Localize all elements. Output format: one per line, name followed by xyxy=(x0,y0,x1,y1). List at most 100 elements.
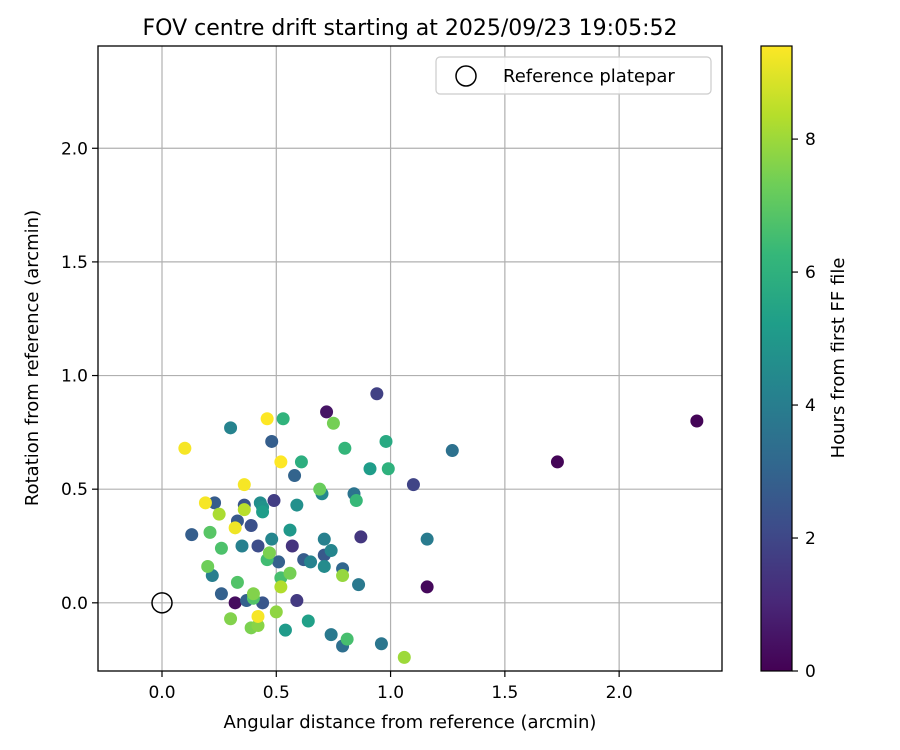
data-point-73 xyxy=(336,569,350,583)
data-point-2 xyxy=(420,580,434,594)
data-point-36 xyxy=(265,532,279,546)
data-point-83 xyxy=(228,521,242,535)
x-tick-label-2: 1.0 xyxy=(377,683,404,703)
colorbar-tick-label-0: 0 xyxy=(805,662,816,682)
data-point-5 xyxy=(370,387,384,401)
legend-box xyxy=(435,56,712,95)
plot-area xyxy=(98,46,722,671)
y-tick-label-0: 0.0 xyxy=(61,594,88,614)
data-point-8 xyxy=(290,594,304,608)
data-point-22 xyxy=(288,469,302,483)
data-point-43 xyxy=(283,523,297,537)
data-point-78 xyxy=(178,441,192,455)
data-point-27 xyxy=(374,637,388,651)
data-point-50 xyxy=(379,434,393,448)
legend-marker xyxy=(455,65,477,87)
data-point-48 xyxy=(256,505,270,519)
data-point-29 xyxy=(352,578,366,592)
data-point-56 xyxy=(340,632,354,646)
legend-label: Reference platepar xyxy=(503,66,675,87)
colorbar-ticks: 0 2 4 6 8 xyxy=(792,130,816,682)
data-point-67 xyxy=(262,546,276,560)
y-tick-label-1: 0.5 xyxy=(61,480,88,500)
data-point-84 xyxy=(251,609,265,623)
data-point-66 xyxy=(326,416,340,430)
y-axis-ticks: 0.0 0.5 1.0 1.5 2.0 xyxy=(61,139,98,614)
x-tick-label-4: 2.0 xyxy=(606,683,633,703)
data-point-77 xyxy=(237,503,251,517)
x-tick-label-1: 0.5 xyxy=(263,683,290,703)
data-point-49 xyxy=(363,462,377,476)
colorbar: 0 2 4 6 8 Hours from first FF file xyxy=(760,45,849,682)
y-tick-label-3: 1.5 xyxy=(61,253,88,273)
x-axis-label: Angular distance from reference (arcmin) xyxy=(224,712,597,733)
data-point-9 xyxy=(285,539,299,553)
data-point-61 xyxy=(230,575,244,589)
data-point-10 xyxy=(267,494,281,508)
data-point-64 xyxy=(201,559,215,573)
data-point-11 xyxy=(251,539,265,553)
y-axis-label: Rotation from reference (arcmin) xyxy=(22,210,43,506)
data-point-32 xyxy=(445,444,459,458)
y-tick-label-2: 1.0 xyxy=(61,367,88,387)
data-point-52 xyxy=(276,412,290,426)
data-point-38 xyxy=(317,532,331,546)
data-point-3 xyxy=(320,405,334,419)
data-point-80 xyxy=(237,478,251,492)
data-point-17 xyxy=(214,587,228,601)
x-tick-label-0: 0.0 xyxy=(148,683,175,703)
legend: Reference platepar xyxy=(435,56,712,95)
data-point-16 xyxy=(208,496,222,510)
colorbar-tick-label-2: 4 xyxy=(805,396,816,416)
data-point-71 xyxy=(246,587,260,601)
data-point-53 xyxy=(294,455,308,469)
data-point-68 xyxy=(224,612,238,626)
data-point-33 xyxy=(224,421,238,435)
data-point-55 xyxy=(349,494,363,508)
x-tick-label-3: 1.5 xyxy=(491,683,518,703)
reference-point xyxy=(151,592,173,614)
data-point-54 xyxy=(338,441,352,455)
data-point-76 xyxy=(212,507,226,521)
chart-title: FOV centre drift starting at 2025/09/23 … xyxy=(143,16,678,41)
data-point-82 xyxy=(274,455,288,469)
data-point-63 xyxy=(313,482,327,496)
y-tick-label-4: 2.0 xyxy=(61,139,88,159)
data-point-60 xyxy=(203,525,217,539)
data-point-79 xyxy=(198,496,212,510)
data-point-31 xyxy=(420,532,434,546)
plot-frame xyxy=(97,45,723,672)
data-point-20 xyxy=(265,434,279,448)
data-point-0 xyxy=(690,414,704,428)
x-axis-ticks: 0.0 0.5 1.0 1.5 2.0 xyxy=(148,671,633,703)
data-point-7 xyxy=(354,530,368,544)
reference-marker xyxy=(151,592,173,614)
data-point-34 xyxy=(235,539,249,553)
data-point-1 xyxy=(550,455,564,469)
data-point-72 xyxy=(269,605,283,619)
scatter-points xyxy=(178,387,704,664)
data-point-37 xyxy=(304,555,318,569)
colorbar-tick-label-4: 8 xyxy=(805,130,816,150)
data-point-81 xyxy=(260,412,274,426)
data-point-13 xyxy=(244,519,258,533)
data-point-44 xyxy=(290,498,304,512)
data-point-6 xyxy=(406,478,420,492)
data-point-4 xyxy=(228,596,242,610)
data-point-47 xyxy=(301,614,315,628)
colorbar-label: Hours from first FF file xyxy=(828,258,849,459)
data-point-51 xyxy=(381,462,395,476)
data-point-46 xyxy=(278,623,292,637)
data-point-28 xyxy=(324,628,338,642)
grid-lines xyxy=(98,46,722,671)
data-point-74 xyxy=(397,650,411,664)
data-point-70 xyxy=(251,619,265,633)
data-point-21 xyxy=(272,555,286,569)
data-point-59 xyxy=(214,541,228,555)
colorbar-tick-label-1: 2 xyxy=(805,529,816,549)
data-point-75 xyxy=(274,580,288,594)
colorbar-gradient xyxy=(760,45,793,672)
data-point-65 xyxy=(283,566,297,580)
data-point-45 xyxy=(317,559,331,573)
